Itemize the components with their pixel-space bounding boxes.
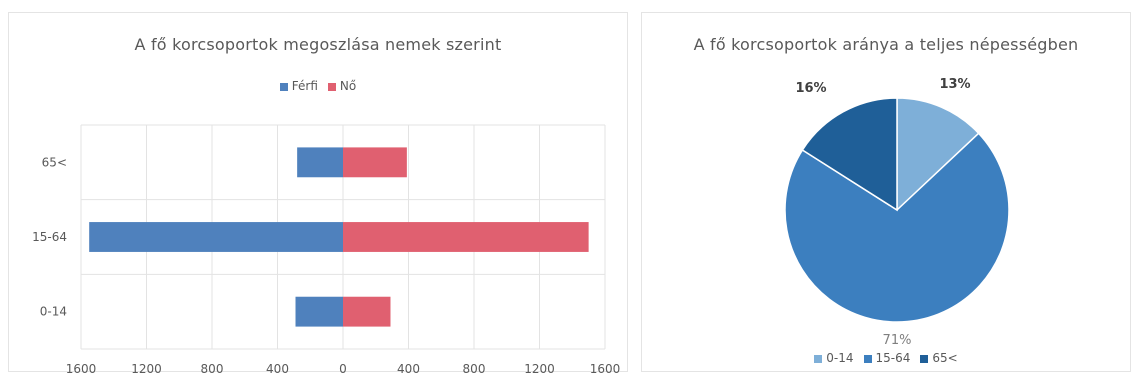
bar-chart-panel: A fő korcsoportok megoszlása nemek szeri… [8, 12, 628, 376]
legend-label: 15-64 [875, 351, 911, 365]
legend-swatch [279, 82, 288, 91]
legend-label: 0-14 [826, 351, 854, 365]
bar-n-0 [343, 147, 407, 178]
legend-item: Férfi [279, 79, 318, 93]
pie-slice-1564 [784, 132, 1010, 323]
legend-item: 65< [920, 351, 958, 365]
legend-item: 15-64 [863, 351, 911, 365]
legend-swatch [920, 354, 929, 363]
legend-label: Férfi [291, 79, 318, 93]
bar-n-2 [343, 296, 391, 327]
bar-chart-plot: 1600 1200 800 400 0 400 800 1200 1600 65< 15-64 0-1… [32, 124, 621, 376]
y-category-label: 0-14 [40, 305, 67, 319]
x-tick-label: 400 [266, 362, 289, 376]
legend-item: Nő [327, 79, 357, 93]
legend-swatch [814, 354, 823, 363]
legend-item: 0-14 [814, 351, 854, 365]
pie-slice-65 [801, 97, 898, 212]
x-tick-label: 1600 [66, 362, 97, 376]
bar-n-1 [343, 222, 589, 252]
y-category-label: 15-64 [32, 230, 67, 244]
bar-frfi-2 [295, 296, 343, 327]
x-tick-label: 400 [397, 362, 420, 376]
x-tick-label: 1200 [131, 362, 162, 376]
x-tick-label: 1200 [524, 362, 555, 376]
legend-label: Nő [339, 79, 357, 93]
y-category-label: 65< [42, 155, 67, 169]
pie-chart-legend: 0-14 15-64 65< [642, 351, 1130, 365]
bar-chart-title: A fő korcsoportok megoszlása nemek szeri… [134, 35, 502, 54]
pie-data-label: 16% [795, 81, 826, 96]
pie-chart-title: A fő korcsoportok aránya a teljes népess… [693, 35, 1079, 54]
bar-frfi-0 [297, 147, 343, 178]
x-tick-label: 0 [339, 362, 347, 376]
pie-chart-panel: A fő korcsoportok aránya a teljes népess… [641, 12, 1131, 372]
x-tick-label: 1600 [590, 362, 621, 376]
legend-swatch [327, 82, 336, 91]
pie-chart-plot: 13% 71% 16% [784, 77, 1010, 348]
pie-data-label: 13% [939, 77, 970, 92]
x-tick-label: 800 [201, 362, 224, 376]
bar-chart-legend: Férfi Nő [9, 79, 627, 93]
bar-frfi-1 [89, 222, 343, 252]
legend-swatch [863, 354, 872, 363]
x-tick-label: 800 [463, 362, 486, 376]
legend-label: 65< [932, 351, 958, 365]
pie-data-label: 71% [883, 333, 912, 348]
pie-slice-014 [896, 97, 980, 212]
